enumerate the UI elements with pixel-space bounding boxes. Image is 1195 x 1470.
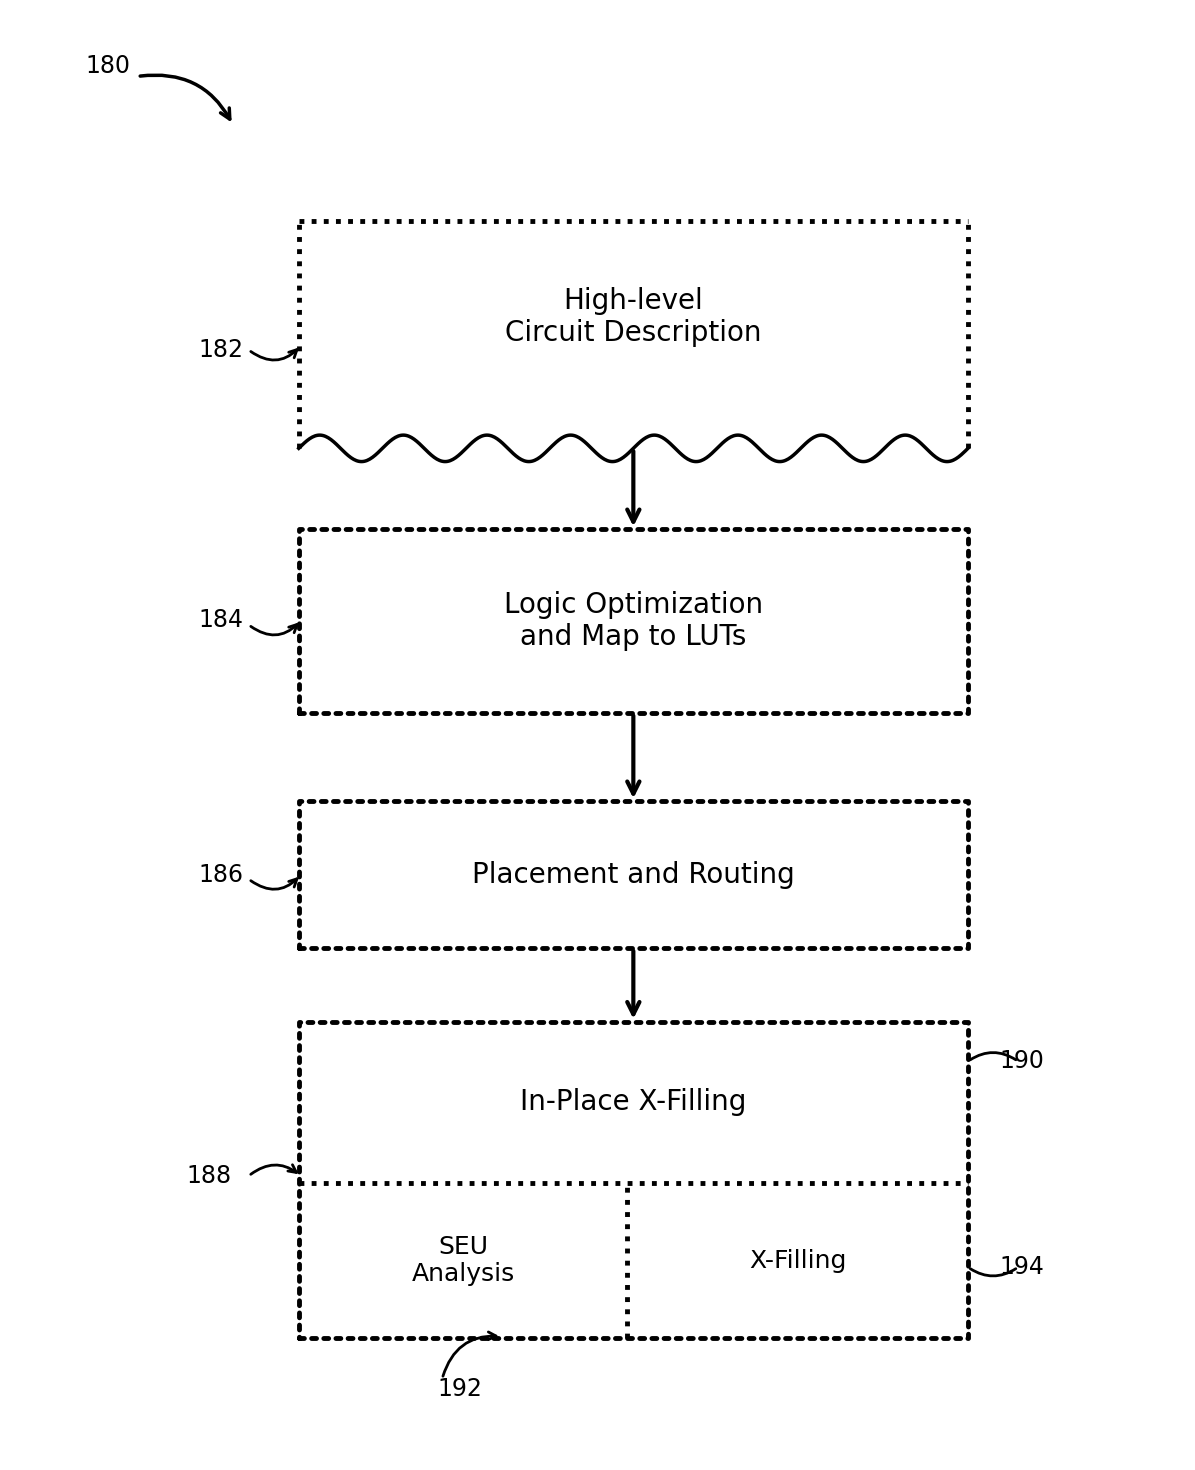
Text: 192: 192	[437, 1377, 483, 1401]
Text: 184: 184	[198, 609, 244, 632]
Text: 194: 194	[999, 1255, 1044, 1279]
Bar	[299, 1022, 968, 1338]
Bar	[299, 529, 968, 713]
Text: 180: 180	[85, 54, 130, 78]
Text: 188: 188	[186, 1164, 232, 1188]
Text: In-Place X-Filling: In-Place X-Filling	[520, 1088, 747, 1117]
Text: 186: 186	[198, 863, 244, 886]
Text: Placement and Routing: Placement and Routing	[472, 860, 795, 889]
Bar	[299, 801, 968, 948]
Text: X-Filling: X-Filling	[749, 1248, 846, 1273]
Text: 182: 182	[198, 338, 244, 362]
Text: Logic Optimization
and Map to LUTs: Logic Optimization and Map to LUTs	[504, 591, 762, 651]
Text: High-level
Circuit Description: High-level Circuit Description	[505, 287, 761, 347]
Text: SEU
Analysis: SEU Analysis	[411, 1235, 515, 1286]
Bar	[299, 220, 968, 448]
Text: 190: 190	[999, 1050, 1044, 1073]
